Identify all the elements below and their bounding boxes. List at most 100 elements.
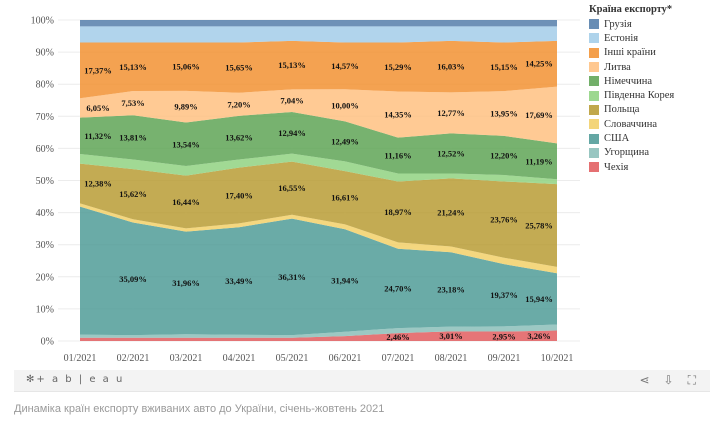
legend-item[interactable]: Словаччина xyxy=(589,117,674,131)
data-label: 13,62% xyxy=(225,133,253,143)
x-tick-label: 08/2021 xyxy=(435,353,468,364)
x-tick-label: 04/2021 xyxy=(223,353,256,364)
data-label: 17,37% xyxy=(84,65,112,75)
y-tick-label: 70% xyxy=(36,112,54,123)
y-tick-label: 20% xyxy=(36,272,54,283)
legend-label: Грузія xyxy=(604,18,632,30)
data-label: 15,62% xyxy=(119,189,147,199)
fullscreen-icon[interactable]: ⛶ xyxy=(687,373,696,387)
data-label: 16,61% xyxy=(331,193,359,203)
legend-item[interactable]: США xyxy=(589,131,674,145)
legend: Країна експорту* Грузія Естонія Інші країн… xyxy=(589,4,674,174)
legend-swatch xyxy=(589,162,599,173)
data-label: 13,54% xyxy=(172,139,200,149)
area-Угорщина xyxy=(80,324,557,338)
legend-swatch xyxy=(589,33,599,44)
legend-title: Країна експорту* xyxy=(589,4,673,15)
data-label: 14,35% xyxy=(384,110,412,120)
stacked-area-chart: 0% 10% 20% 30% 40% 50% 60% 70% 80% 90% 100% 01/2021… xyxy=(31,16,580,364)
y-tick-label: 0% xyxy=(41,337,54,348)
x-tick-label: 05/2021 xyxy=(276,353,309,364)
data-label: 23,18% xyxy=(437,284,465,294)
data-label: 2,95% xyxy=(492,331,515,341)
legend-label: Польща xyxy=(604,104,640,116)
legend-item[interactable]: Німеччина xyxy=(589,74,674,88)
area-Литва xyxy=(80,86,557,144)
data-label: 14,25% xyxy=(525,59,553,69)
data-label: 17,40% xyxy=(225,190,253,200)
y-tick-label: 40% xyxy=(36,208,54,219)
data-label: 15,06% xyxy=(172,62,200,72)
data-label: 31,94% xyxy=(331,275,359,285)
legend-item[interactable]: Інші країни xyxy=(589,46,674,60)
y-tick-label: 100% xyxy=(31,16,54,27)
area-Польща xyxy=(80,161,557,267)
legend-label: Угорщина xyxy=(604,147,650,159)
data-label: 15,29% xyxy=(384,62,412,72)
share-icon[interactable]: ⋖ xyxy=(639,373,650,387)
legend-label: Південна Корея xyxy=(604,90,675,102)
area-Чехія xyxy=(80,330,557,341)
legend-item[interactable]: Естонія xyxy=(589,31,674,45)
data-label: 7,04% xyxy=(280,96,303,106)
data-label: 24,70% xyxy=(384,283,412,293)
tableau-asterisk-icon: ✻ xyxy=(26,374,37,385)
legend-item[interactable]: Південна Корея xyxy=(589,88,674,102)
y-tick-label: 30% xyxy=(36,240,54,251)
data-label: 14,57% xyxy=(331,61,359,71)
tableau-toolbar: ✻+ a b | e a u ⋖ ⇩ ⛶ xyxy=(14,370,710,392)
data-label: 3,01% xyxy=(439,331,462,341)
legend-label: Литва xyxy=(604,61,631,73)
area-Естонія xyxy=(80,26,557,43)
data-label: 15,13% xyxy=(119,62,147,72)
area-Грузія xyxy=(80,20,557,27)
legend-item[interactable]: Польща xyxy=(589,103,674,117)
legend-swatch xyxy=(589,147,599,158)
legend-label: Словаччина xyxy=(604,118,658,130)
y-tick-label: 80% xyxy=(36,80,54,91)
y-tick-label: 90% xyxy=(36,48,54,59)
legend-item[interactable]: Литва xyxy=(589,60,674,74)
x-tick-label: 07/2021 xyxy=(382,353,415,364)
legend-item[interactable]: Угорщина xyxy=(589,146,674,160)
legend-item[interactable]: Чехія xyxy=(589,160,674,174)
data-label: 15,13% xyxy=(278,60,306,70)
data-label: 16,03% xyxy=(437,62,465,72)
y-tick-label: 60% xyxy=(36,144,54,155)
area-Інші країни xyxy=(80,40,557,99)
legend-swatch xyxy=(589,119,599,130)
data-label: 17,69% xyxy=(525,110,553,120)
area-Південна Корея xyxy=(80,153,557,185)
data-label: 15,94% xyxy=(525,294,553,304)
data-label: 12,94% xyxy=(278,128,306,138)
data-label: 18,97% xyxy=(384,207,412,217)
data-label: 7,20% xyxy=(227,99,250,109)
download-icon[interactable]: ⇩ xyxy=(663,373,674,387)
legend-item[interactable]: Грузія xyxy=(589,17,674,31)
tableau-logo[interactable]: ✻+ a b | e a u xyxy=(26,374,125,385)
data-label: 16,55% xyxy=(278,183,306,193)
y-tick-label: 10% xyxy=(36,304,54,315)
data-label: 13,81% xyxy=(119,132,147,142)
x-tick-label: 02/2021 xyxy=(117,353,150,364)
legend-label: Німеччина xyxy=(604,75,653,87)
data-label: 9,89% xyxy=(174,102,197,112)
x-tick-label: 10/2021 xyxy=(541,353,574,364)
data-label: 2,46% xyxy=(386,332,409,342)
x-tick-label: 03/2021 xyxy=(170,353,203,364)
legend-swatch xyxy=(589,47,599,58)
data-label: 15,65% xyxy=(225,63,253,73)
x-tick-label: 09/2021 xyxy=(488,353,521,364)
legend-swatch xyxy=(589,133,599,144)
data-label: 25,78% xyxy=(525,221,553,231)
data-label: 23,76% xyxy=(490,215,518,225)
legend-swatch xyxy=(589,76,599,87)
legend-label: Естонія xyxy=(604,32,639,44)
data-label: 13,95% xyxy=(490,108,518,118)
legend-swatch xyxy=(589,19,599,30)
data-label: 36,31% xyxy=(278,272,306,282)
data-label: 6,05% xyxy=(86,103,109,113)
data-label: 19,37% xyxy=(490,290,518,300)
chart-caption: Динаміка країн експорту вживаних авто до… xyxy=(14,403,385,415)
area-Німеччина xyxy=(80,112,557,180)
